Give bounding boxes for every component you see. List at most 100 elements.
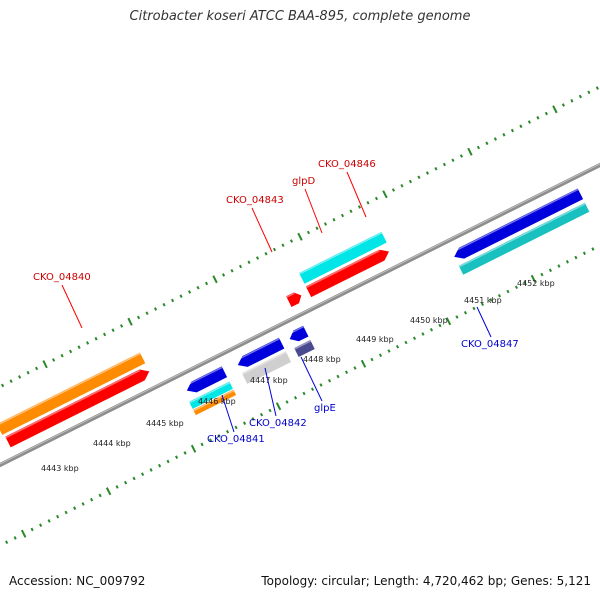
reverse-leader-line [264, 367, 277, 417]
ruler-minor-tick [47, 519, 51, 523]
ruler-minor-tick [417, 175, 421, 180]
cog-bar-cko04842-shine [241, 351, 287, 375]
ruler-minor-tick [18, 375, 22, 379]
ruler-minor-tick [281, 243, 285, 248]
ruler-minor-tick [451, 158, 455, 163]
ruler-minor-tick [578, 94, 582, 99]
tick-label: 4450 kbp [410, 316, 448, 325]
cog-bar-glpd-shine [299, 232, 383, 275]
forward-leader-line [304, 188, 323, 234]
cog-bar-cko04840 [0, 352, 146, 435]
ruler-minor-tick [293, 395, 298, 400]
ruler-minor-tick [404, 340, 408, 345]
cds-arrow-cko04841-shine [184, 366, 223, 387]
cds-arrow-cko04841 [184, 366, 228, 393]
ruler-minor-tick [73, 506, 77, 510]
ruler-major-tick [212, 275, 218, 284]
ruler-minor-tick [289, 239, 294, 243]
ruler-major-tick [297, 232, 303, 241]
forward-leader-line [251, 207, 273, 253]
ruler-minor-tick [391, 188, 396, 192]
cog-bar-glpe-body [294, 340, 315, 358]
ruler-minor-tick [497, 293, 502, 298]
ruler-minor-tick [429, 327, 434, 332]
cds-arrow-cko04840-body [5, 369, 150, 448]
ruler-minor-tick [69, 349, 73, 354]
ruler-major-tick [467, 147, 473, 156]
reverse-leader-line [476, 306, 492, 338]
ruler-minor-tick [225, 429, 230, 434]
ruler-minor-tick [323, 222, 328, 226]
ruler-minor-tick [52, 358, 56, 362]
ruler-minor-tick [425, 171, 430, 175]
ruler-minor-tick [5, 540, 9, 544]
reverse-gene-label: CKO_04841 [207, 434, 265, 445]
ruler-minor-tick [366, 200, 370, 205]
tick-labels: 4443 kbp 4444 kbp 4445 kbp 4446 kbp 4447 kbp… [41, 279, 555, 473]
cog-bar-cko04841b-shine [193, 389, 235, 412]
ruler-minor-tick [251, 417, 255, 421]
ruler-major-tick [105, 487, 112, 496]
ruler-minor-tick [387, 349, 391, 353]
ruler-minor-tick [565, 259, 569, 264]
tick-label: 4444 kbp [93, 439, 131, 448]
ruler-minor-tick [285, 400, 289, 404]
ruler-minor-tick [30, 527, 34, 532]
tick-label: 4445 kbp [146, 419, 184, 428]
cog-bar-cko04847-shine [458, 202, 586, 268]
ruler-minor-tick [536, 115, 540, 120]
ruler-minor-tick [98, 493, 102, 498]
ruler-minor-tick [124, 480, 128, 485]
cds-arrow-glpe-body [289, 325, 309, 342]
cds-arrow-cko04843-shine [286, 292, 295, 298]
ruler-minor-tick [455, 315, 459, 319]
tick-label: 4448 kbp [303, 355, 341, 364]
outer-ruler [1, 86, 599, 388]
ruler-minor-tick [204, 281, 209, 286]
ruler-minor-tick [120, 324, 124, 328]
cog-bar-cko04841-body [189, 381, 233, 409]
ruler-minor-tick [200, 442, 204, 447]
ruler-minor-tick [336, 374, 340, 379]
ruler-minor-tick [238, 264, 243, 269]
ruler-minor-tick [519, 124, 523, 129]
ruler-minor-tick [489, 298, 493, 302]
ruler-minor-tick [255, 256, 260, 260]
ruler-minor-tick [153, 307, 158, 311]
ruler-minor-tick [574, 255, 578, 260]
ruler-minor-tick [587, 90, 591, 95]
ruler-minor-tick [13, 536, 17, 540]
ruler-minor-tick [81, 502, 85, 506]
ruler-major-tick [20, 529, 27, 538]
ruler-minor-tick [485, 141, 489, 146]
ruler-minor-tick [442, 162, 447, 167]
ruler-minor-tick [412, 336, 417, 341]
reverse-gene-label: glpE [314, 403, 336, 414]
cog-bar-glpe-shine [294, 340, 312, 350]
ruler-minor-tick [149, 468, 153, 472]
cds-arrow-cko04842-body [237, 337, 285, 367]
cds-arrow-cko04843-body [286, 292, 302, 307]
ruler-major-tick [42, 360, 48, 369]
ruler-minor-tick [242, 421, 247, 426]
ruler-minor-tick [378, 353, 383, 358]
tick-label: 4449 kbp [356, 335, 394, 344]
ruler-minor-tick [272, 247, 277, 252]
tick-label: 4452 kbp [517, 279, 555, 288]
reverse-gene-label: CKO_04842 [249, 418, 307, 429]
tick-label: 4446 kbp [198, 397, 236, 406]
backbone-line [0, 162, 600, 468]
cds-arrow-glpd-shine [305, 249, 380, 288]
ruler-minor-tick [56, 514, 60, 519]
ruler-minor-tick [510, 128, 514, 133]
ruler-minor-tick [208, 438, 213, 443]
ruler-minor-tick [115, 485, 119, 489]
tick-label: 4443 kbp [41, 464, 79, 473]
ruler-minor-tick [349, 209, 353, 214]
cds-arrow-cko04847-body [454, 188, 584, 259]
cds-arrow-cko04843 [286, 292, 302, 307]
ruler-minor-tick [408, 179, 413, 184]
ruler-minor-tick [400, 183, 404, 188]
cds-arrow-glpe [287, 325, 309, 342]
